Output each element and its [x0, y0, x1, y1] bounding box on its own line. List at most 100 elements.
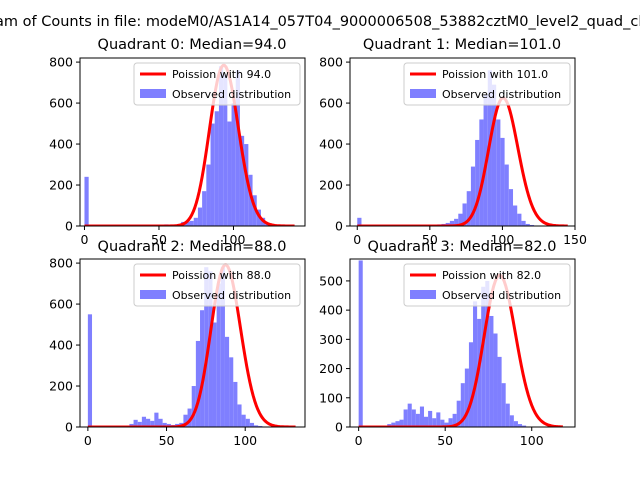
y-tick-label: 0: [335, 420, 343, 435]
y-tick-label: 400: [319, 137, 343, 152]
legend-poisson-label: Poission with 88.0: [172, 269, 271, 282]
histogram-bar: [481, 286, 486, 427]
histogram-bar: [239, 135, 245, 226]
legend-observed-label: Observed distribution: [442, 88, 561, 101]
legend-poisson-label: Poission with 82.0: [442, 269, 541, 282]
y-tick-label: 0: [65, 219, 73, 234]
histogram-bar: [191, 386, 196, 427]
legend-box: [403, 263, 571, 307]
y-tick-label: 200: [49, 379, 73, 394]
histogram-bar: [224, 336, 230, 427]
histogram-bar: [229, 357, 234, 427]
histogram-bar: [84, 176, 89, 226]
y-tick-label: 100: [319, 390, 343, 405]
histogram-bar: [231, 103, 236, 226]
y-tick-label: 200: [49, 178, 73, 193]
quadrant-3-panel: Quadrant 3: Median=82.0 0 50 100 0 100 200 300…: [319, 239, 576, 448]
histogram-bar: [473, 301, 478, 427]
legend: Poission with 88.0 Observed distribution: [133, 263, 301, 307]
quadrant-2-plot: 0 50 100 0 200 400 600 800 Poission with 88.0 Obs…: [49, 256, 306, 448]
histogram-bar: [233, 381, 238, 427]
legend-observed-label: Observed distribution: [442, 289, 561, 302]
histogram-bar: [517, 213, 522, 226]
x-tick-label: 100: [490, 232, 514, 247]
histogram-bar: [141, 416, 147, 427]
histogram-bar: [449, 220, 455, 226]
histogram-bar: [419, 406, 425, 427]
y-tick-label: 0: [65, 420, 73, 435]
histogram-bar: [424, 416, 429, 427]
quadrant-0-panel: Quadrant 0: Median=94.0 0 50 100 0 200 400 600…: [49, 37, 306, 247]
quadrant-1-panel: Quadrant 1: Median=101.0 0 50 100 150 0 200 40…: [319, 37, 587, 247]
histogram-bar: [241, 414, 246, 427]
histogram-bar: [415, 413, 420, 427]
legend: Poission with 94.0 Observed distribution: [133, 62, 301, 106]
x-tick-label: 50: [437, 433, 453, 448]
axes-frame: [349, 258, 576, 428]
axes-frame: [79, 57, 306, 227]
legend-observed-swatch: [140, 89, 166, 98]
x-tick-label: 100: [520, 433, 544, 448]
histogram-bar: [403, 409, 408, 427]
histogram-bar: [185, 221, 190, 226]
plot-area: [84, 63, 295, 226]
y-tick-label: 0: [335, 219, 343, 234]
histogram-bar: [504, 164, 509, 226]
quadrant-1-plot: 0 50 100 150 0 200 400 600 800 Poission with 101.…: [319, 55, 587, 247]
histogram-bar: [399, 419, 404, 427]
histogram-bar: [214, 111, 219, 226]
histogram-bar: [183, 414, 188, 427]
quadrant-2-panel: Quadrant 2: Median=88.0 0 50 100 0 200 400 600…: [49, 239, 306, 448]
y-tick-label: 300: [319, 332, 343, 347]
y-tick-label: 800: [49, 256, 73, 271]
histogram-bar: [529, 224, 535, 226]
x-tick-label: 0: [353, 232, 361, 247]
plot-area: [357, 70, 568, 226]
axes-frame: [79, 258, 306, 428]
histogram-bar: [197, 207, 203, 226]
legend-box: [133, 263, 301, 307]
x-tick-label: 150: [563, 232, 587, 247]
histogram-bar: [146, 418, 151, 427]
legend-box: [403, 62, 571, 106]
histogram-bar: [407, 403, 412, 427]
x-tick-label: 50: [159, 433, 175, 448]
histogram-bar: [509, 415, 514, 427]
plot-area: [358, 260, 563, 427]
y-tick-label: 800: [49, 55, 73, 70]
histogram-bar: [493, 333, 498, 427]
histogram-bar: [137, 421, 142, 427]
histogram-bar: [479, 119, 484, 226]
quadrant-0-plot: 0 50 100 0 200 400 600 800 Poission with 94.0 Obs…: [49, 55, 306, 247]
histogram-bar: [210, 123, 215, 226]
histogram-bar: [204, 267, 209, 427]
x-tick-label: 100: [222, 232, 246, 247]
histogram-bar: [216, 283, 221, 427]
axes-frame: [349, 57, 576, 227]
poisson-curve: [357, 96, 568, 226]
y-tick-label: 400: [49, 137, 73, 152]
histogram-bar: [129, 423, 134, 427]
legend-observed-swatch: [410, 89, 436, 98]
histogram-bar: [235, 70, 240, 226]
histogram-bar: [489, 315, 494, 427]
histogram-bar: [237, 404, 242, 427]
histogram-bar: [460, 383, 465, 427]
histogram-bar: [501, 383, 506, 427]
legend-box: [133, 62, 301, 106]
x-tick-label: 50: [151, 232, 167, 247]
histogram-bar: [496, 119, 501, 226]
histogram-bar: [470, 166, 476, 226]
histogram-bar: [150, 420, 155, 427]
legend-observed-label: Observed distribution: [172, 88, 291, 101]
histogram-bar: [454, 218, 459, 226]
histogram-bar: [522, 425, 527, 427]
histogram-bar: [440, 419, 445, 427]
histogram-bar: [491, 84, 497, 226]
histogram-bar: [513, 421, 518, 427]
histogram-bar: [133, 419, 138, 427]
y-tick-label: 400: [319, 303, 343, 318]
quadrant-1-title: Quadrant 1: Median=101.0: [363, 37, 561, 53]
y-tick-label: 600: [49, 96, 73, 111]
